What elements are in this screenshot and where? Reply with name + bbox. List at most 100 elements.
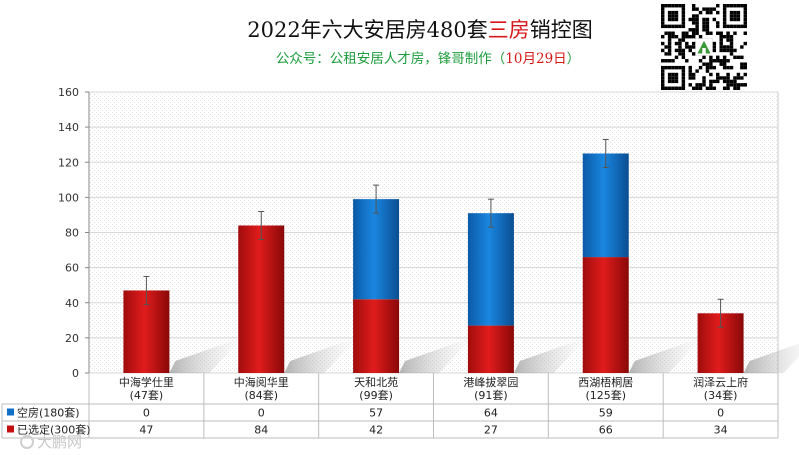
- qr-cell: [691, 86, 696, 90]
- qr-cell: [726, 38, 730, 42]
- qr-cell: [661, 41, 665, 46]
- legend-label: 已选定(300套): [17, 423, 91, 437]
- qr-cell: [740, 76, 744, 80]
- chart-title: 2022年六大安居房480套三房销控图: [190, 14, 650, 44]
- qr-cell: [664, 31, 668, 35]
- qr-cell: [705, 28, 710, 32]
- qr-cell: [667, 48, 672, 53]
- qr-cell: [667, 65, 672, 70]
- qr-cell: [702, 62, 706, 66]
- qr-cell: [698, 86, 703, 90]
- y-axis: 0 20 40 60 80 100 120 140 160: [58, 86, 90, 380]
- qr-cell: [709, 72, 713, 77]
- qr-cell: [667, 79, 672, 84]
- qr-cell: [719, 41, 723, 46]
- qr-cell: [671, 72, 675, 77]
- qr-cell: [691, 21, 696, 25]
- qr-cell: [671, 59, 675, 63]
- bar-empty: [582, 153, 629, 258]
- qr-cell: [740, 24, 744, 29]
- qr-cell: [674, 14, 679, 18]
- qr-cell: [691, 4, 696, 8]
- qr-cell: [716, 31, 720, 35]
- qr-cell: [740, 62, 744, 66]
- qr-cell: [716, 24, 720, 29]
- qr-cell: [743, 4, 747, 8]
- qr-cell: [719, 59, 723, 63]
- qr-cell: [702, 28, 706, 32]
- qr-cell: [667, 41, 672, 46]
- qr-cell: [726, 76, 730, 80]
- qr-cell: [716, 55, 720, 60]
- qr-cell: [661, 34, 665, 39]
- qr-cell: [705, 62, 710, 66]
- qr-cell: [743, 10, 747, 15]
- table-cell: 42: [369, 424, 383, 437]
- qr-cell: [733, 76, 737, 80]
- qr-cell: [691, 7, 696, 11]
- qr-cell: [705, 17, 710, 22]
- title-prefix: 2022年六大安居房480套: [247, 18, 488, 42]
- qr-cell: [688, 17, 692, 22]
- bar-empty: [467, 213, 514, 326]
- qr-cell: [678, 65, 682, 70]
- y-tick-label: 120: [58, 156, 79, 169]
- bar-shadow: [284, 337, 359, 373]
- qr-cell: [726, 86, 730, 90]
- qr-cell: [681, 72, 686, 77]
- qr-cell: [736, 76, 741, 80]
- qr-cell: [681, 69, 686, 73]
- qr-cell: [736, 72, 741, 77]
- table-cell: 0: [258, 407, 265, 420]
- qr-cell: [740, 4, 744, 8]
- qr-cell: [685, 59, 689, 63]
- qr-cell: [695, 83, 699, 87]
- qr-cell: [712, 17, 717, 22]
- qr-cell: [722, 21, 727, 25]
- qr-cell: [661, 10, 665, 15]
- table-cell: 66: [599, 424, 613, 437]
- qr-cell: [712, 7, 717, 11]
- qr-cell: [733, 17, 737, 22]
- qr-cell: [740, 83, 744, 87]
- qr-cell: [702, 76, 706, 80]
- qr-cell: [661, 65, 665, 70]
- qr-cell: [695, 21, 699, 25]
- qr-cell: [688, 28, 692, 32]
- qr-cell: [712, 65, 717, 70]
- qr-cell: [667, 24, 672, 29]
- qr-cell: [733, 14, 737, 18]
- qr-cell: [729, 83, 734, 87]
- qr-cell: [702, 79, 706, 84]
- qr-cell: [702, 17, 706, 22]
- table-cell: 57: [369, 407, 383, 420]
- bar-selected: [467, 325, 514, 373]
- qr-cell: [716, 76, 720, 80]
- qr-cell: [722, 86, 727, 90]
- table-cell: 47: [139, 424, 153, 437]
- qr-cell: [667, 52, 672, 56]
- qr-cell: [709, 86, 713, 90]
- bar-selected: [582, 257, 629, 373]
- qr-cell: [661, 69, 665, 73]
- qr-cell: [674, 65, 679, 70]
- qr-cell: [712, 86, 717, 90]
- qr-cell: [688, 76, 692, 80]
- qr-cell: [736, 10, 741, 15]
- y-tick-label: 20: [65, 332, 79, 345]
- qr-cell: [671, 17, 675, 22]
- x-tick-sublabel: (91套): [474, 389, 508, 402]
- qr-cell: [664, 24, 668, 29]
- qr-cell: [705, 21, 710, 25]
- qr-cell: [729, 14, 734, 18]
- x-tick-label: 天和北苑: [354, 376, 398, 389]
- table-cell: 34: [714, 424, 728, 437]
- qr-code-icon: [661, 4, 747, 90]
- y-tick-label: 0: [72, 367, 79, 380]
- qr-cell: [671, 14, 675, 18]
- qr-cell: [695, 17, 699, 22]
- qr-cell: [733, 24, 737, 29]
- bar-shadow: [399, 337, 474, 373]
- qr-cell: [726, 34, 730, 39]
- qr-cell: [702, 24, 706, 29]
